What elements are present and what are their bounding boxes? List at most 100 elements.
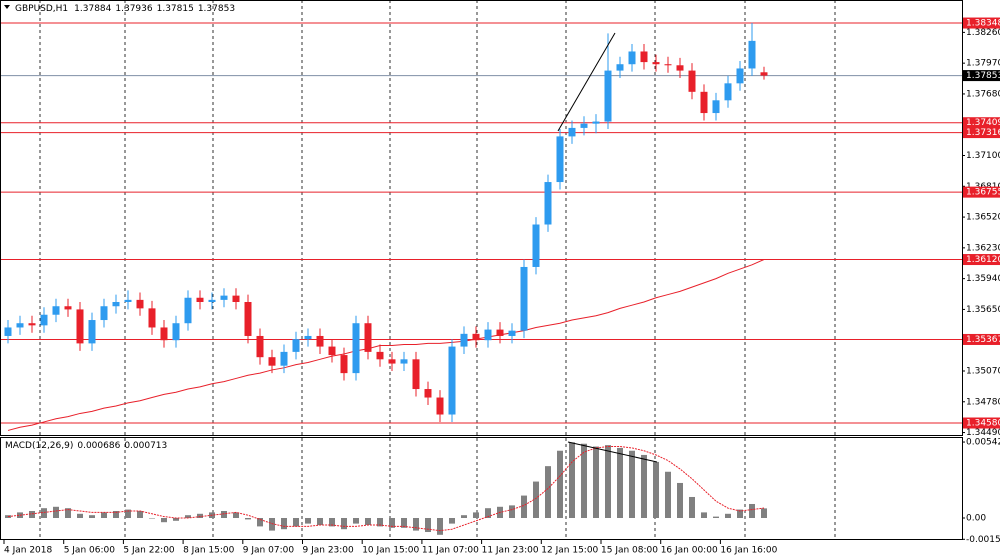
- ohlc-close: 1.37853: [198, 4, 235, 14]
- histogram-bar: [761, 508, 767, 518]
- histogram-bar: [713, 516, 719, 518]
- histogram-bar: [749, 503, 755, 518]
- x-tick-label: 15 Jan 08:00: [601, 546, 658, 556]
- histogram-bar: [221, 510, 227, 518]
- y-tick-label: 1.35940: [966, 274, 1000, 284]
- x-tick-label: 8 Jan 15:00: [183, 546, 235, 556]
- y-tick-label: 0.00542: [966, 438, 1000, 448]
- level-label: 1.36120: [966, 255, 1000, 265]
- candle-body: [280, 351, 288, 366]
- histogram-bar: [269, 517, 275, 531]
- histogram-bar: [257, 517, 263, 527]
- x-tick-label: 5 Jan 06:00: [64, 546, 116, 556]
- y-tick-label: -0.00152: [966, 535, 1000, 545]
- candle-body: [196, 297, 204, 302]
- candle-body: [400, 359, 408, 364]
- candle-body: [376, 351, 384, 360]
- candle-body: [676, 65, 684, 71]
- histogram-bar: [521, 495, 527, 518]
- histogram-bar: [41, 508, 47, 518]
- ohlc-low: 1.37815: [157, 4, 194, 14]
- candle-body: [496, 329, 504, 336]
- ohlc-open: 1.37884: [74, 4, 111, 14]
- x-tick-label: 5 Jan 22:00: [123, 546, 175, 556]
- candle-body: [664, 64, 672, 66]
- level-label-box: [963, 127, 1000, 139]
- histogram-bar: [65, 508, 71, 518]
- histogram-bar: [569, 442, 575, 518]
- menu-icon: [4, 5, 10, 9]
- histogram-bar: [161, 517, 167, 523]
- candle-body: [64, 306, 72, 310]
- histogram-bar: [233, 512, 239, 518]
- histogram-bar: [641, 454, 647, 518]
- histogram-bar: [365, 517, 371, 526]
- current-label: 1.37853: [966, 71, 1000, 81]
- signal-line: [7, 446, 765, 532]
- candle-body: [316, 335, 324, 347]
- histogram-bar: [113, 510, 119, 518]
- level-label: 1.34580: [966, 419, 1000, 429]
- signal-value: 0.000713: [124, 441, 167, 451]
- histogram-bar: [125, 509, 131, 518]
- candle-body: [472, 333, 480, 341]
- candle-body: [244, 301, 252, 336]
- candle-body: [748, 40, 756, 69]
- y-tick-label: 1.35070: [966, 366, 1000, 376]
- candle-body: [76, 309, 84, 344]
- level-label: 1.35367: [966, 335, 1000, 345]
- candle-body: [4, 327, 12, 336]
- histogram-bar: [377, 517, 383, 527]
- candle-body: [724, 83, 732, 101]
- candle-body: [40, 314, 48, 326]
- candle-body: [124, 299, 132, 302]
- candle-body: [52, 306, 60, 315]
- candle-body: [520, 266, 528, 331]
- candle-body: [340, 355, 348, 374]
- candle-body: [448, 346, 456, 415]
- histogram-bar: [449, 517, 455, 524]
- candle-body: [184, 297, 192, 324]
- histogram-bar: [689, 496, 695, 518]
- level-label-box: [963, 17, 1000, 29]
- candle-body: [160, 327, 168, 341]
- y-tick-label: 1.34490: [966, 428, 1000, 438]
- histogram-bar: [389, 517, 395, 528]
- histogram-bar: [605, 445, 611, 518]
- histogram-bar: [593, 446, 599, 518]
- macd-value: 0.000686: [77, 441, 120, 451]
- candle-body: [328, 346, 336, 356]
- candle-body: [436, 397, 444, 415]
- candle-body: [640, 51, 648, 63]
- candle-body: [628, 51, 636, 65]
- candle-body: [112, 301, 120, 307]
- candle-body: [304, 335, 312, 340]
- level-label: 1.38348: [966, 19, 1000, 29]
- x-tick-label: 16 Jan 16:00: [720, 546, 777, 556]
- candle-body: [388, 359, 396, 364]
- histogram-bar: [737, 509, 743, 518]
- histogram-bar: [533, 481, 539, 518]
- histogram-bar: [197, 513, 203, 518]
- price-frame: [0, 0, 963, 436]
- y-tick-label: 1.38260: [966, 28, 1000, 38]
- histogram-bar: [617, 447, 623, 518]
- histogram-bar: [281, 517, 287, 530]
- plot-layer: 1.382601.379701.376801.371001.368101.365…: [0, 17, 1000, 556]
- trend-line: [567, 441, 658, 463]
- candle-body: [100, 306, 108, 321]
- y-tick-label: 1.36230: [966, 243, 1000, 253]
- candle-body: [760, 72, 768, 76]
- y-tick-label: 1.37100: [966, 151, 1000, 161]
- histogram-bar: [545, 466, 551, 518]
- candle-body: [292, 339, 300, 352]
- candle-body: [712, 100, 720, 114]
- price-title: GBPUSD,H1 1.37884 1.37936 1.37815 1.37853: [15, 4, 235, 14]
- time-grid: [39, 0, 836, 540]
- histogram-bar: [317, 517, 323, 526]
- histogram-bar: [401, 517, 407, 528]
- moving-average: [7, 259, 765, 431]
- candle-body: [16, 323, 24, 328]
- histogram-bar: [677, 482, 683, 518]
- candle-body: [688, 70, 696, 92]
